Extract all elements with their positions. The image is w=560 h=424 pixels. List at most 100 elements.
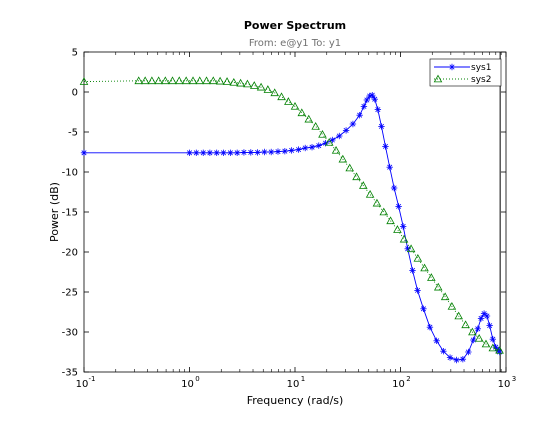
data-point-sys2 xyxy=(195,76,205,85)
data-point-sys2 xyxy=(263,85,273,93)
data-point-sys2 xyxy=(468,327,477,336)
data-point-sys1 xyxy=(336,132,343,140)
data-point-sys1 xyxy=(382,143,389,150)
data-point-sys2 xyxy=(243,79,252,88)
data-point-sys2 xyxy=(481,339,491,348)
data-point-sys1 xyxy=(302,144,309,152)
data-point-sys1 xyxy=(360,103,368,110)
data-point-sys1 xyxy=(446,354,454,361)
data-point-sys2 xyxy=(154,76,163,85)
y-tick-label: 5 xyxy=(72,48,78,59)
data-point-sys2 xyxy=(359,181,368,189)
data-point-sys1 xyxy=(80,149,88,156)
legend-marker-sys1 xyxy=(448,63,456,71)
data-point-sys1 xyxy=(453,356,460,364)
data-point-sys1 xyxy=(409,267,416,274)
data-point-sys1 xyxy=(390,184,398,192)
data-point-sys2 xyxy=(277,92,286,101)
data-point-sys1 xyxy=(206,149,214,156)
data-point-sys2 xyxy=(168,76,177,85)
data-point-sys1 xyxy=(200,149,207,156)
data-point-sys1 xyxy=(440,348,447,355)
data-point-sys2 xyxy=(447,301,457,310)
chart-title: Power Spectrum xyxy=(244,19,346,32)
data-point-sys2 xyxy=(202,76,211,85)
data-point-sys1 xyxy=(420,305,427,312)
data-point-sys2 xyxy=(222,77,232,85)
data-point-sys2 xyxy=(393,225,402,233)
data-point-sys1 xyxy=(474,325,481,332)
data-point-sys2 xyxy=(331,145,341,154)
data-point-sys1 xyxy=(433,337,440,344)
data-point-sys1 xyxy=(295,146,302,153)
data-point-sys2 xyxy=(79,77,89,85)
data-point-sys1 xyxy=(274,148,282,155)
data-point-sys2 xyxy=(215,76,225,85)
plot-area xyxy=(83,51,507,373)
series-sys2 xyxy=(79,76,504,354)
y-tick-label: 0 xyxy=(72,88,78,99)
data-point-sys1 xyxy=(414,287,421,294)
data-point-sys1 xyxy=(489,336,497,343)
data-point-sys2 xyxy=(352,172,361,181)
y-axis-label: Power (dB) xyxy=(48,182,61,242)
y-axis: 5 0 -5 -10 -15 -20 -25 -30 -35 xyxy=(62,48,506,379)
data-point-sys1 xyxy=(378,123,385,130)
data-point-sys1 xyxy=(465,348,472,356)
data-point-sys2 xyxy=(270,88,279,97)
data-point-sys2 xyxy=(413,253,423,262)
data-point-sys1 xyxy=(268,148,275,156)
data-point-sys1 xyxy=(459,356,467,363)
data-point-sys2 xyxy=(372,198,382,207)
y-tick-label: -10 xyxy=(62,168,78,179)
data-point-sys1 xyxy=(486,322,493,329)
data-point-sys1 xyxy=(349,120,357,128)
x-tick-label: 10 xyxy=(392,379,405,390)
legend-marker-sys2 xyxy=(433,74,443,83)
x-tick-label-exponent: 3 xyxy=(512,375,516,383)
data-point-sys1 xyxy=(227,149,234,156)
series-layer xyxy=(79,76,504,364)
data-point-sys2 xyxy=(474,333,484,342)
data-point-sys2 xyxy=(365,189,375,198)
data-point-sys2 xyxy=(140,76,150,85)
data-point-sys2 xyxy=(399,234,409,243)
data-point-sys1 xyxy=(386,164,393,171)
data-point-sys1 xyxy=(399,223,407,230)
x-tick-label: 10 xyxy=(498,379,511,390)
data-point-sys1 xyxy=(233,149,241,156)
data-point-sys2 xyxy=(290,101,300,110)
data-point-sys1 xyxy=(213,149,220,156)
data-point-sys1 xyxy=(470,336,477,344)
data-point-sys2 xyxy=(256,82,266,91)
x-tick-label: 10 xyxy=(287,379,300,390)
data-point-sys2 xyxy=(236,78,245,87)
data-point-sys1 xyxy=(261,148,268,156)
data-point-sys2 xyxy=(318,129,327,138)
series-sys1 xyxy=(80,92,503,364)
data-point-sys1 xyxy=(483,312,491,320)
data-point-sys1 xyxy=(356,112,363,119)
data-point-sys2 xyxy=(208,76,218,85)
data-point-sys2 xyxy=(495,345,504,354)
data-point-sys2 xyxy=(181,76,191,85)
x-tick-label-exponent: 1 xyxy=(301,375,305,383)
x-tick-label-exponent: -1 xyxy=(89,375,96,383)
data-point-sys2 xyxy=(188,76,198,85)
legend: sys1 sys2 xyxy=(429,58,502,87)
data-point-sys2 xyxy=(433,282,443,291)
data-point-sys1 xyxy=(193,149,200,156)
data-point-sys1 xyxy=(342,127,350,134)
data-point-sys2 xyxy=(249,81,259,89)
data-point-sys1 xyxy=(288,147,295,154)
data-point-sys2 xyxy=(324,137,334,146)
data-point-sys2 xyxy=(311,121,320,130)
data-point-sys2 xyxy=(386,216,395,225)
data-point-sys2 xyxy=(461,320,470,329)
legend-star-marker xyxy=(448,63,456,71)
data-point-sys1 xyxy=(281,148,289,155)
data-point-sys2 xyxy=(297,108,307,117)
data-point-sys2 xyxy=(427,273,436,281)
x-tick-label-exponent: 2 xyxy=(406,375,410,383)
